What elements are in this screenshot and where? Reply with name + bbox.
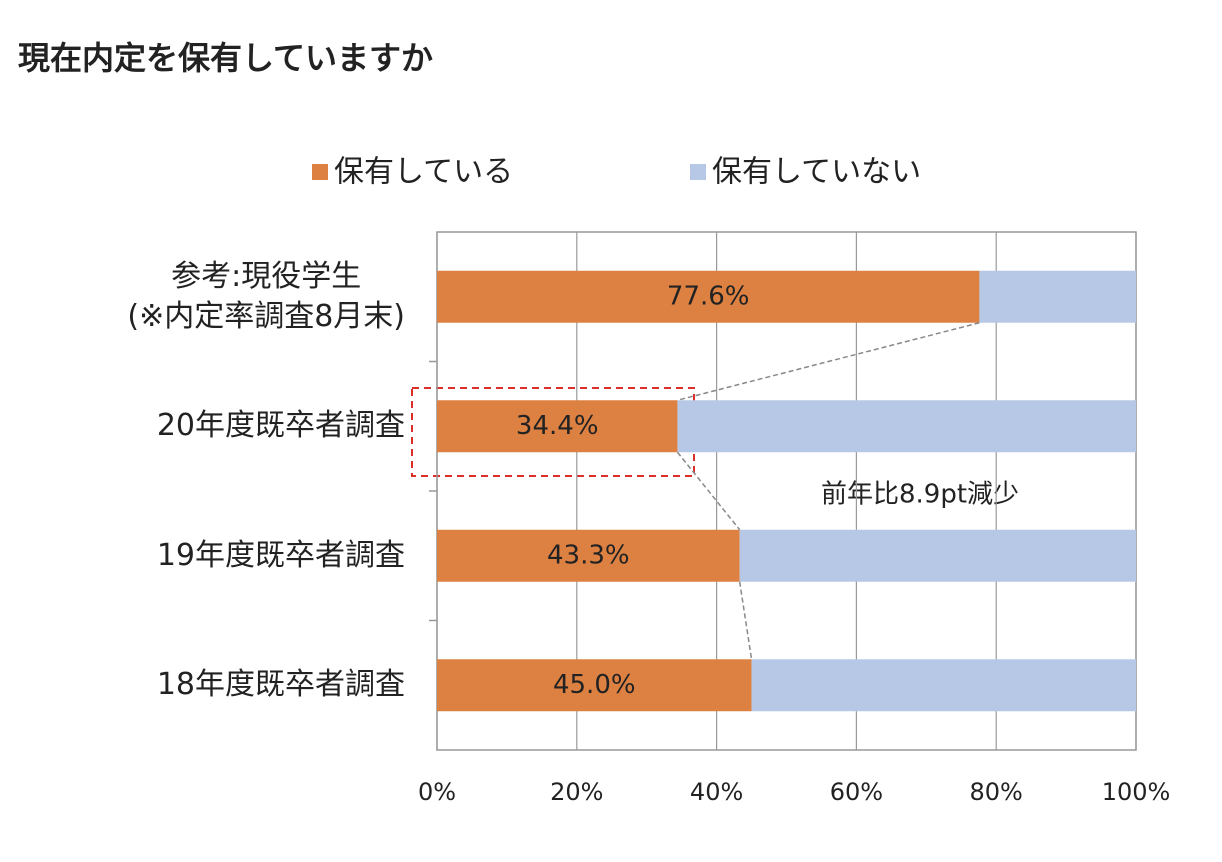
legend-swatch: [690, 164, 706, 180]
bar-segment: [437, 400, 678, 453]
connector-line: [738, 581, 753, 660]
chart-title: 現在内定を保有していますか: [18, 39, 433, 77]
y-tick-label: 参考:現役学生 (※内定率調査8月末): [127, 258, 405, 334]
legend-swatch: [312, 164, 328, 180]
legend-label: 保有していない: [712, 155, 921, 190]
y-tick-label: 20年度既卒者調査: [156, 408, 405, 444]
bar-segment: [751, 659, 1136, 712]
annotation: 前年比8.9pt減少: [821, 480, 1019, 510]
x-tick-label: 80%: [970, 778, 1023, 806]
x-tick-label: 40%: [690, 778, 743, 806]
bar-segment: [739, 529, 1136, 582]
connector-line: [677, 322, 980, 401]
bar-segment: [677, 400, 1136, 453]
bar-segment: [979, 270, 1136, 323]
data-label: 43.3%: [547, 540, 630, 570]
x-tick-label: 100%: [1102, 778, 1171, 806]
y-tick-label: 19年度既卒者調査: [156, 537, 405, 573]
bar-segment: [437, 659, 752, 712]
connector-line: [676, 451, 741, 531]
x-tick-label: 60%: [830, 778, 883, 806]
data-label: 45.0%: [553, 670, 636, 700]
data-label: 34.4%: [516, 411, 599, 441]
legend-label: 保有している: [334, 155, 513, 190]
data-label: 77.6%: [667, 281, 750, 311]
x-tick-label: 20%: [550, 778, 603, 806]
y-tick-label: 18年度既卒者調査: [156, 667, 405, 703]
x-tick-label: 0%: [418, 778, 456, 806]
bar-segment: [437, 270, 980, 323]
bar-segment: [437, 529, 740, 582]
